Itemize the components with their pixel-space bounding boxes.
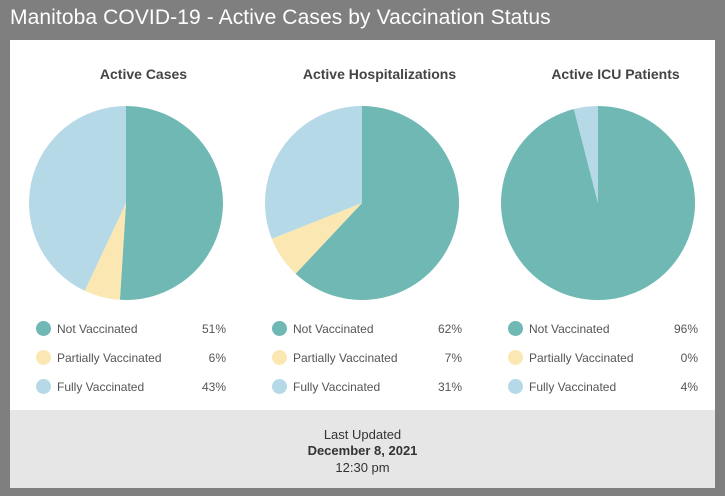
legend-value: 31% <box>437 380 462 394</box>
legend-label: Fully Vaccinated <box>293 380 381 394</box>
legend-swatch-partially-vaccinated <box>272 350 287 365</box>
legend-label: Not Vaccinated <box>529 322 610 336</box>
legend-item-fully-vaccinated: Fully Vaccinated 4% <box>508 376 698 405</box>
slice-not-vaccinated <box>295 106 460 300</box>
legend-swatch-not-vaccinated <box>272 321 287 336</box>
slice-partially-vaccinated <box>271 203 362 274</box>
chart-title: Active Cases <box>99 66 188 82</box>
slice-fully-vaccinated <box>28 106 126 291</box>
legend-label: Not Vaccinated <box>57 322 138 336</box>
legend-label: Not Vaccinated <box>293 322 374 336</box>
pie-chart-active-icu-patients <box>501 106 696 300</box>
slice-partially-vaccinated <box>84 203 126 300</box>
legend-swatch-partially-vaccinated <box>508 350 523 365</box>
legend-label: Partially Vaccinated <box>529 351 634 365</box>
legend-value: 4% <box>680 380 698 394</box>
chart-title: Active Hospitalizations <box>302 66 457 82</box>
legend-swatch-fully-vaccinated <box>272 379 287 394</box>
legend: Not Vaccinated 51% Partially Vaccinated … <box>36 318 226 405</box>
legend: Not Vaccinated 62% Partially Vaccinated … <box>272 318 462 405</box>
legend-value: 96% <box>673 322 698 336</box>
legend-item-fully-vaccinated: Fully Vaccinated 43% <box>36 376 226 405</box>
legend-swatch-partially-vaccinated <box>36 350 51 365</box>
dashboard-card: Active Cases Not Vaccinated 51% Partiall… <box>10 40 715 488</box>
legend-swatch-fully-vaccinated <box>508 379 523 394</box>
panel-active-icu-patients: Active ICU Patients Not Vaccinated 96% P… <box>498 40 725 410</box>
last-updated-footer: Last Updated December 8, 2021 12:30 pm <box>10 410 715 488</box>
slice-not-vaccinated <box>501 106 696 300</box>
legend-value: 51% <box>201 322 226 336</box>
panel-active-cases: Active Cases Not Vaccinated 51% Partiall… <box>26 40 261 410</box>
legend-item-not-vaccinated: Not Vaccinated 96% <box>508 318 698 347</box>
last-updated-date: December 8, 2021 <box>307 443 418 458</box>
last-updated-time: 12:30 pm <box>335 460 390 475</box>
legend-swatch-not-vaccinated <box>508 321 523 336</box>
legend-label: Partially Vaccinated <box>57 351 162 365</box>
legend-label: Partially Vaccinated <box>293 351 398 365</box>
legend-label: Fully Vaccinated <box>529 380 617 394</box>
legend-item-partially-vaccinated: Partially Vaccinated 6% <box>36 347 226 376</box>
legend-value: 7% <box>444 351 462 365</box>
legend-item-not-vaccinated: Not Vaccinated 62% <box>272 318 462 347</box>
chart-title: Active ICU Patients <box>551 66 680 82</box>
slice-fully-vaccinated <box>264 105 362 239</box>
panel-active-hospitalizations: Active Hospitalizations Not Vaccinated 6… <box>262 40 497 410</box>
page-title: Manitoba COVID-19 - Active Cases by Vacc… <box>10 6 551 29</box>
legend: Not Vaccinated 96% Partially Vaccinated … <box>508 318 698 405</box>
legend-label: Fully Vaccinated <box>57 380 145 394</box>
legend-value: 43% <box>201 380 226 394</box>
legend-value: 0% <box>680 351 698 365</box>
title-bar: Manitoba COVID-19 - Active Cases by Vacc… <box>0 0 725 40</box>
legend-swatch-not-vaccinated <box>36 321 51 336</box>
legend-item-not-vaccinated: Not Vaccinated 51% <box>36 318 226 347</box>
legend-item-partially-vaccinated: Partially Vaccinated 7% <box>272 347 462 376</box>
last-updated-label: Last Updated <box>323 427 402 442</box>
legend-item-fully-vaccinated: Fully Vaccinated 31% <box>272 376 462 405</box>
legend-value: 6% <box>208 351 226 365</box>
slice-not-vaccinated <box>119 106 223 300</box>
legend-value: 62% <box>437 322 462 336</box>
pie-chart-active-cases <box>28 106 223 300</box>
legend-item-partially-vaccinated: Partially Vaccinated 0% <box>508 347 698 376</box>
legend-swatch-fully-vaccinated <box>36 379 51 394</box>
pie-chart-active-hospitalizations <box>264 105 460 300</box>
slice-fully-vaccinated <box>573 106 598 203</box>
